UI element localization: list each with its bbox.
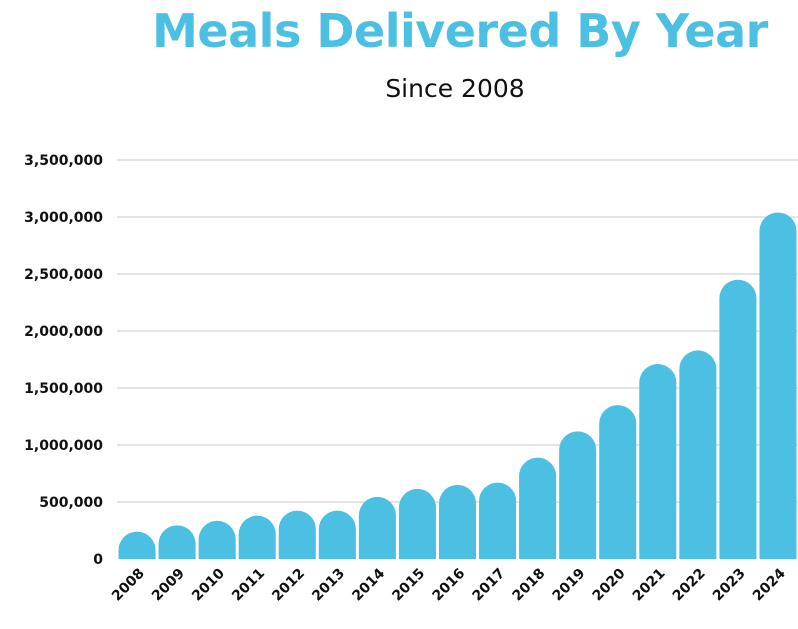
chart-subtitle: Since 2008 xyxy=(385,74,525,103)
bar-2014 xyxy=(358,496,396,559)
x-tick-label: 2014 xyxy=(349,565,388,604)
x-tick-label: 2017 xyxy=(470,566,509,605)
x-tick-label: 2019 xyxy=(550,566,589,605)
bar-2016 xyxy=(438,484,477,559)
bar-2017 xyxy=(479,482,517,559)
y-tick-label: 0 xyxy=(93,552,103,568)
bar-2009 xyxy=(158,525,196,559)
x-tick-label: 2022 xyxy=(670,566,709,605)
x-tick-label: 2008 xyxy=(109,566,148,605)
bar-2008 xyxy=(118,531,156,559)
x-tick-label: 2018 xyxy=(510,566,549,605)
x-tick-label: 2020 xyxy=(590,565,629,604)
bar-2015 xyxy=(398,488,436,559)
y-tick-label: 2,500,000 xyxy=(24,267,103,283)
bar-2022 xyxy=(679,350,717,559)
y-tick-label: 2,000,000 xyxy=(24,324,103,340)
x-tick-label: 2023 xyxy=(710,566,749,605)
y-tick-label: 1,500,000 xyxy=(24,381,103,397)
bar-2023 xyxy=(719,279,757,559)
bars xyxy=(118,212,797,559)
y-tick-label: 500,000 xyxy=(39,495,103,511)
y-tick-label: 3,500,000 xyxy=(24,153,103,169)
x-tick-label: 2009 xyxy=(149,566,188,605)
y-axis-tick-labels: 0 500,000 1,000,000 1,500,000 2,000,000 2,500… xyxy=(24,153,103,568)
x-tick-label: 2013 xyxy=(309,566,348,605)
x-tick-label: 2011 xyxy=(229,566,268,605)
x-tick-label: 2021 xyxy=(630,566,669,605)
bar-2012 xyxy=(278,510,316,559)
y-tick-label: 3,000,000 xyxy=(24,210,103,226)
bar-2011 xyxy=(238,515,276,559)
chart-title: Meals Delivered By Year xyxy=(152,4,768,58)
y-tick-label: 1,000,000 xyxy=(24,438,103,454)
x-tick-label: 2012 xyxy=(269,566,308,605)
bar-2024 xyxy=(759,212,797,559)
x-tick-label: 2015 xyxy=(389,566,428,605)
bar-2018 xyxy=(519,457,557,559)
x-tick-label: 2016 xyxy=(429,566,468,605)
bar-2020 xyxy=(599,405,637,559)
bar-2019 xyxy=(559,431,597,559)
bar-2010 xyxy=(198,520,236,559)
x-tick-label: 2010 xyxy=(189,565,228,604)
x-tick-label: 2024 xyxy=(750,565,789,604)
bar-2021 xyxy=(639,364,677,559)
bar-2013 xyxy=(318,510,356,559)
x-axis-tick-labels: 2008 2009 2010 2011 2012 2013 2014 2015 2016 2017… xyxy=(109,565,789,604)
